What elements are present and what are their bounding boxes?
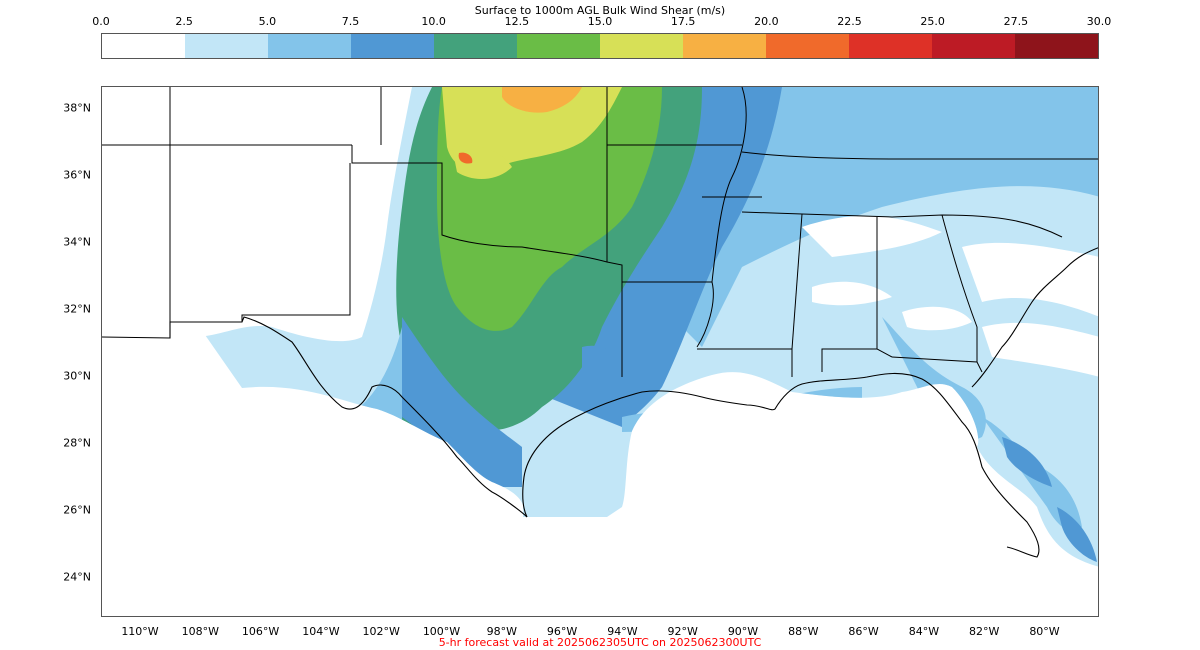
forecast-valid-caption: 5-hr forecast valid at 2025062305UTC on … bbox=[438, 636, 762, 649]
colorbar-bin-2 bbox=[268, 34, 351, 58]
latitude-label: 34°N bbox=[63, 235, 91, 249]
colorbar-tick-label: 30.0 bbox=[1086, 15, 1112, 28]
colorbar-bin-0 bbox=[102, 34, 185, 58]
latitude-label: 36°N bbox=[63, 168, 91, 182]
colorbar bbox=[101, 33, 1099, 59]
latitude-label: 26°N bbox=[63, 503, 91, 517]
colorbar-tick-label: 10.0 bbox=[421, 15, 446, 28]
colorbar-bin-10 bbox=[932, 34, 1015, 58]
latitude-label: 32°N bbox=[63, 302, 91, 316]
longitude-label: 104°W bbox=[302, 625, 340, 638]
longitude-label: 84°W bbox=[908, 625, 940, 638]
state-borders bbox=[102, 87, 1098, 377]
latitude-label: 30°N bbox=[63, 369, 91, 383]
longitude-label: 102°W bbox=[362, 625, 400, 638]
longitude-label: 108°W bbox=[181, 625, 219, 638]
longitude-label: 92°W bbox=[667, 625, 698, 638]
longitude-label: 82°W bbox=[969, 625, 1000, 638]
colorbar-bin-8 bbox=[766, 34, 849, 58]
colorbar-tick-label: 17.5 bbox=[670, 15, 696, 28]
colorbar-bin-5 bbox=[517, 34, 600, 58]
colorbar-tick-label: 2.5 bbox=[175, 15, 193, 28]
latitude-label: 24°N bbox=[63, 570, 91, 584]
longitude-label: 100°W bbox=[422, 625, 461, 638]
colorbar-bin-1 bbox=[185, 34, 268, 58]
map-panel[interactable] bbox=[101, 86, 1099, 617]
colorbar-tick-label: 27.5 bbox=[1003, 15, 1029, 28]
colorbar-bin-6 bbox=[600, 34, 683, 58]
longitude-label: 86°W bbox=[848, 625, 879, 638]
colorbar-tick-label: 25.0 bbox=[920, 15, 945, 28]
longitude-label: 88°W bbox=[788, 625, 819, 638]
colorbar-tick-label: 5.0 bbox=[258, 15, 277, 28]
coastlines bbox=[102, 247, 1098, 558]
colorbar-tick-label: 15.0 bbox=[587, 15, 613, 28]
colorbar-bin-3 bbox=[351, 34, 434, 58]
longitude-label: 110°W bbox=[121, 625, 159, 638]
longitude-label: 96°W bbox=[546, 625, 578, 638]
latitude-label: 38°N bbox=[63, 101, 91, 115]
latitude-label: 28°N bbox=[63, 436, 91, 450]
colorbar-tick-label: 7.5 bbox=[341, 15, 360, 28]
longitude-label: 98°W bbox=[486, 625, 517, 638]
colorbar-tick-label: 0.0 bbox=[92, 15, 110, 28]
colorbar-tick-label: 22.5 bbox=[837, 15, 862, 28]
colorbar-bin-4 bbox=[434, 34, 517, 58]
longitude-label: 80°W bbox=[1029, 625, 1060, 638]
longitude-label: 94°W bbox=[607, 625, 638, 638]
colorbar-title: Surface to 1000m AGL Bulk Wind Shear (m/… bbox=[474, 4, 726, 17]
longitude-label: 106°W bbox=[241, 625, 280, 638]
colorbar-bin-9 bbox=[849, 34, 932, 58]
colorbar-bin-7 bbox=[683, 34, 766, 58]
colorbar-tick-label: 12.5 bbox=[504, 15, 530, 28]
wind-shear-map bbox=[102, 87, 1098, 567]
colorbar-tick-label: 20.0 bbox=[754, 15, 779, 28]
longitude-label: 90°W bbox=[727, 625, 759, 638]
colorbar-bin-11 bbox=[1015, 34, 1098, 58]
